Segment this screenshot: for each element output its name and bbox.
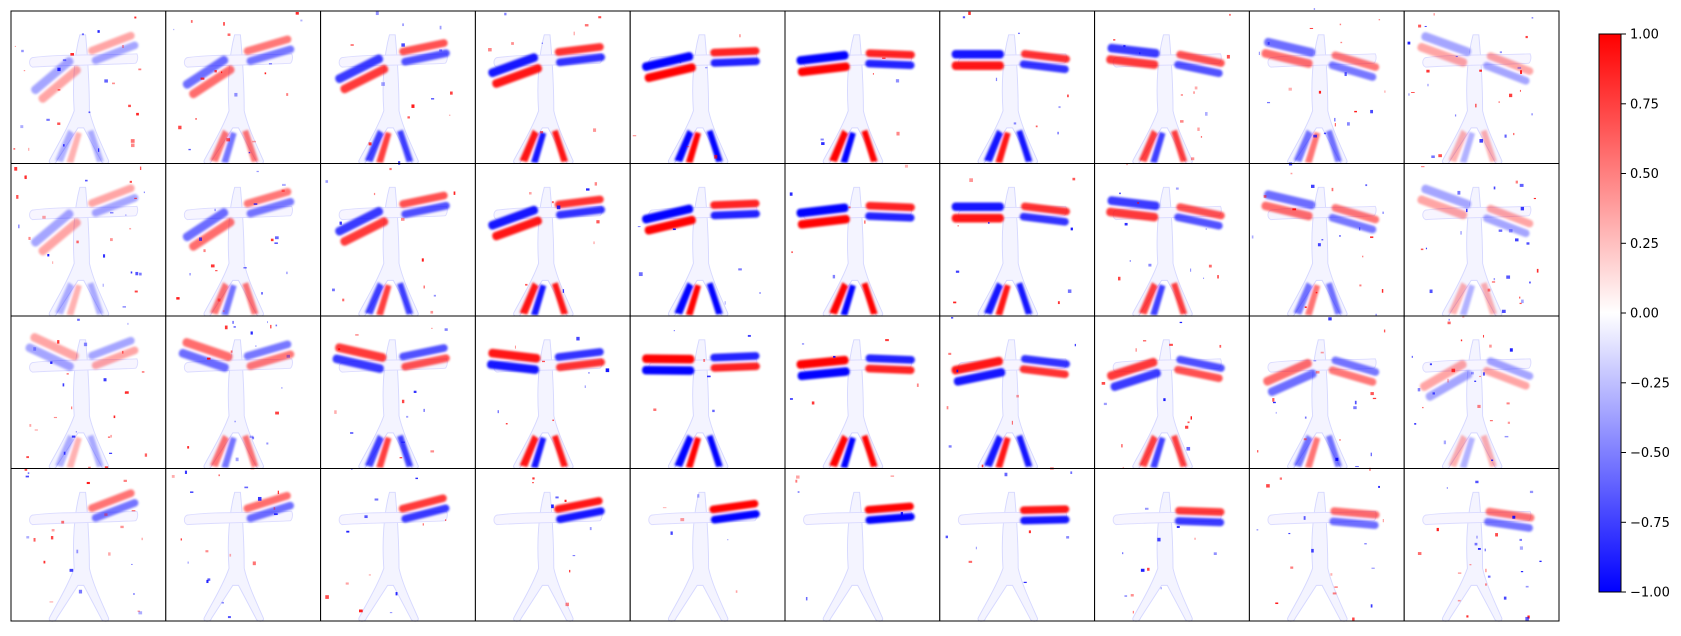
heatmap-figure: [951, 11, 1071, 165]
colorbar-tick-label: −0.25: [1630, 376, 1670, 391]
panel: [784, 468, 941, 622]
heatmap-figure: [632, 34, 760, 165]
panel: [10, 315, 167, 470]
panel: [165, 163, 322, 317]
panel: [1094, 315, 1250, 470]
heatmap-figure: [1106, 163, 1225, 317]
panel: [1248, 313, 1405, 470]
heatmap-figure: [1407, 13, 1534, 165]
panel: [320, 315, 476, 470]
heatmap-figure: [1411, 315, 1534, 470]
heatmap-figure: [1101, 321, 1225, 470]
colorbar-tick-label: 0.00: [1630, 307, 1659, 322]
heatmap-figure: [332, 327, 450, 470]
panel: [165, 467, 322, 622]
panel: [10, 10, 167, 165]
heatmap-figure: [1112, 466, 1225, 622]
panel: [1403, 10, 1560, 165]
panel: [474, 468, 631, 622]
heatmap-figure: [795, 475, 915, 622]
panel: [10, 466, 167, 622]
panel: [629, 468, 786, 622]
panel: [474, 163, 631, 317]
colorbar: 1.00 0.75 0.50 0.25 0.00 −0.25 −0.50 −0.75 −1.00: [1598, 28, 1670, 601]
heatmap-figure: [789, 339, 919, 470]
heatmap-figure: [493, 477, 605, 622]
heatmap-figure: [951, 177, 1076, 317]
panel: [1403, 163, 1560, 317]
panel: [1248, 8, 1405, 165]
panel: [1403, 468, 1560, 622]
heatmap-figure: [176, 170, 295, 317]
panel: [629, 315, 786, 470]
panel: [784, 163, 941, 317]
panel: [784, 315, 941, 470]
heatmap-figure: [1417, 166, 1539, 317]
heatmap-figure: [1257, 313, 1386, 470]
heatmap-figure: [488, 12, 606, 165]
panel: [629, 10, 786, 165]
heatmap-figure: [25, 318, 148, 470]
heatmap-figure: [1258, 8, 1386, 165]
panel: [320, 161, 476, 317]
heatmap-figure: [13, 16, 142, 165]
panel: [320, 10, 476, 165]
panel: [1094, 10, 1250, 165]
colorbar-tick-label: 0.75: [1630, 97, 1659, 112]
heatmap-figure: [945, 467, 1073, 622]
colorbar-tick-label: −1.00: [1630, 586, 1670, 601]
panel: [1403, 315, 1560, 470]
panel-grid: [10, 8, 1560, 622]
panel: [939, 10, 1096, 165]
heatmap-figure: [637, 186, 761, 317]
heatmap-figure: [24, 466, 143, 622]
panel: [629, 163, 786, 317]
panel: [784, 10, 941, 165]
heatmap-figure: [1417, 480, 1542, 622]
heatmap-figure: [325, 468, 450, 622]
panel: [10, 163, 167, 317]
panel: [165, 10, 322, 165]
panel: [939, 467, 1096, 622]
heatmap-figure: [1251, 162, 1384, 317]
colorbar-tick-label: 1.00: [1630, 28, 1659, 43]
panel: [939, 315, 1096, 470]
panel: [1248, 465, 1405, 622]
heatmap-figure: [1106, 13, 1231, 165]
heatmap-figure: [1256, 465, 1384, 622]
heatmap-figure: [789, 164, 915, 317]
colorbar-gradient: [1598, 33, 1622, 593]
colorbar-tick-label: −0.50: [1630, 446, 1670, 461]
colorbar-tick-label: 0.50: [1630, 167, 1659, 182]
heatmap-figure: [486, 336, 610, 470]
heatmap-figure: [796, 34, 915, 165]
colorbar-tick-label: 0.25: [1630, 237, 1659, 252]
panel: [1094, 163, 1250, 317]
panel: [1094, 466, 1250, 622]
heatmap-figure: [335, 11, 453, 165]
panel: [474, 315, 631, 470]
panel: [474, 10, 631, 165]
heatmap-figure: [171, 467, 295, 622]
heatmap-figure: [173, 12, 303, 165]
heatmap-figure: [946, 317, 1076, 470]
panel: [939, 163, 1096, 317]
panel: [320, 468, 476, 622]
panel: [1248, 162, 1405, 317]
panel: [165, 315, 322, 470]
heatmap-figure: [488, 182, 606, 317]
heatmap-figure: [178, 320, 295, 470]
heatmap-figure: [648, 491, 760, 622]
heatmap-figure: [14, 166, 145, 317]
heatmap-figure: [642, 330, 760, 470]
heatmap-figure: [325, 161, 456, 317]
colorbar-tick-label: −0.75: [1630, 516, 1670, 531]
